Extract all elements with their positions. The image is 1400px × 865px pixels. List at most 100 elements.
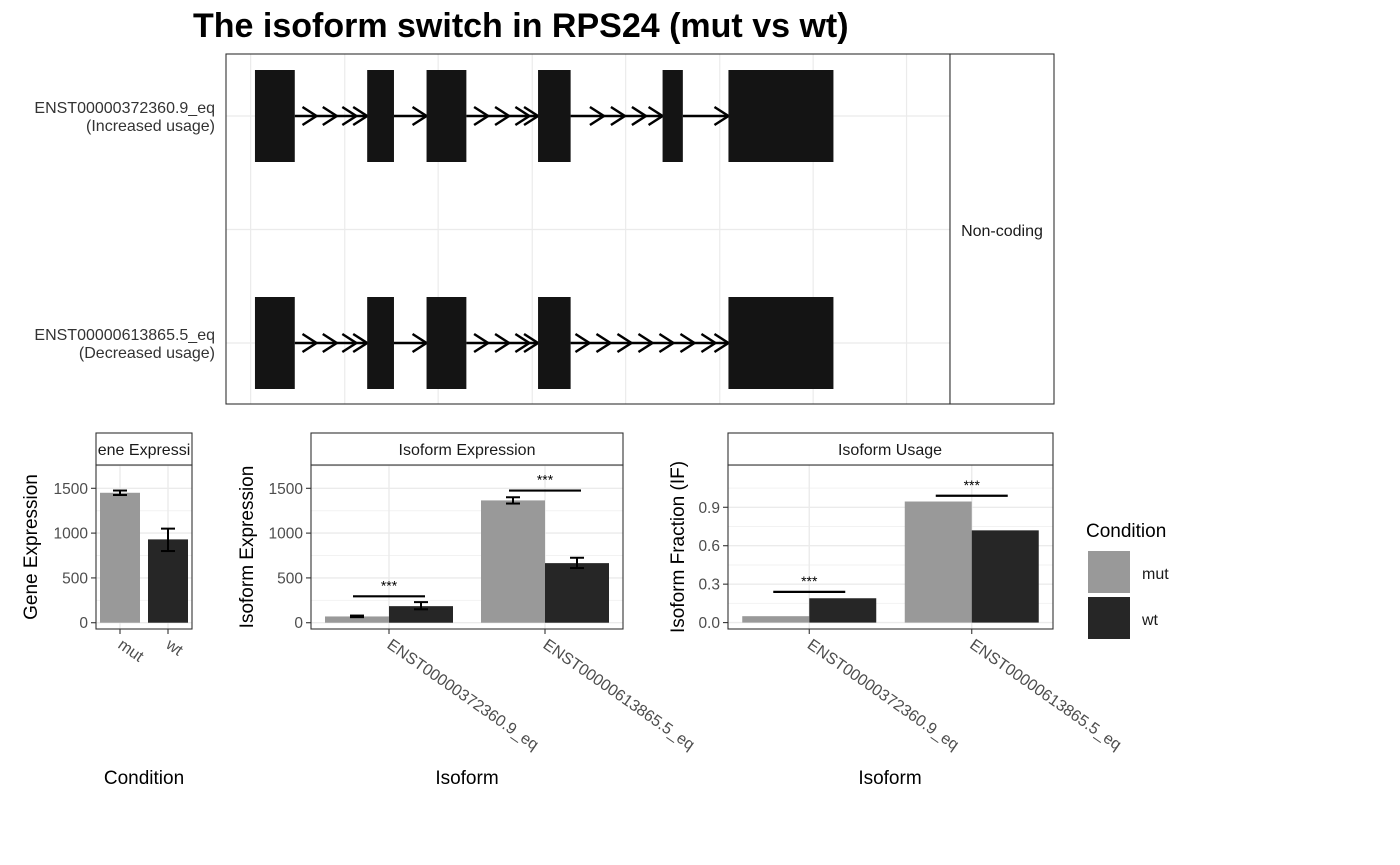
bar-wt-1: [971, 530, 1039, 623]
strand-arrow: [494, 332, 512, 354]
gene-expression-y-axis-title: Gene Expression: [21, 474, 42, 620]
y-tick-label: 1000: [269, 526, 304, 543]
exon-block: [367, 297, 394, 389]
y-tick-label: 1500: [54, 481, 89, 498]
strand-arrow: [301, 105, 319, 127]
strand-arrow: [514, 105, 532, 127]
y-tick-label: 1000: [54, 526, 89, 543]
isoform-1-name: ENST00000372360.9_eq: [34, 100, 215, 117]
isoform-2-name: ENST00000613865.5_eq: [34, 327, 215, 344]
significance-label: ***: [537, 472, 554, 488]
bar-wt-1: [545, 563, 609, 623]
bar-mut-1: [904, 501, 972, 623]
x-tick-label: wt: [162, 636, 186, 660]
strand-arrow: [341, 105, 359, 127]
strand-arrow: [514, 332, 532, 354]
gene-structure-panel: Non-coding ENST00000372360.9_eq (Increas…: [34, 53, 1055, 405]
gene-expression-x-axis-title: Condition: [104, 768, 184, 789]
isoform-expression-plot: 0 500 1000 1500 *** *** ENST00000372360.9_eqEN…: [269, 464, 698, 754]
exon-block: [538, 70, 571, 162]
legend-key-mut: [1088, 551, 1130, 593]
x-tick-label: ENST00000372360.9_eq: [384, 636, 542, 754]
strand-arrow: [700, 332, 718, 354]
strand-arrow: [473, 332, 491, 354]
bar-mut-0: [100, 492, 140, 623]
strand-arrow: [631, 105, 649, 127]
legend-label-wt: wt: [1141, 612, 1159, 629]
legend-title: Condition: [1086, 521, 1166, 542]
strand-arrow: [322, 105, 340, 127]
strand-arrow: [616, 332, 634, 354]
y-tick-label: 0: [294, 615, 303, 632]
exon-block: [254, 297, 295, 389]
figure-title: The isoform switch in RPS24 (mut vs wt): [193, 7, 849, 45]
exon-block: [728, 297, 834, 389]
bar-mut-1: [481, 500, 545, 623]
isoform-expression-y-axis-title: Isoform Expression: [237, 466, 258, 629]
gene-expression-panel: 0 500 1000 1500 mut wt ene Expressi Gene Expr…: [21, 432, 193, 789]
y-tick-label: 0: [79, 615, 88, 632]
gene-expression-plot: 0 500 1000 1500 mut wt: [54, 464, 193, 666]
isoform-label-1: ENST00000372360.9_eq (Increased usage): [34, 100, 215, 135]
isoform-usage-strip-box: [727, 432, 1054, 466]
strand-arrow: [322, 332, 340, 354]
exon-block: [662, 70, 683, 162]
bar-mut-0: [742, 616, 810, 623]
significance-label: ***: [801, 573, 818, 589]
isoform-usage-strip-label: Isoform Usage: [838, 442, 942, 459]
gene-expression-strip-box: [95, 432, 193, 466]
non-coding-strip-label: Non-coding: [961, 223, 1043, 240]
isoform-track-2: [254, 297, 834, 389]
strand-arrow: [595, 332, 613, 354]
isoform-usage-panel: 0.0 0.3 0.6 0.9 *** *** ENST00000372360.9_eq EN…: [668, 432, 1124, 789]
x-tick-label: ENST00000613865.5_eq: [966, 636, 1124, 754]
strand-arrow: [341, 332, 359, 354]
legend-label-mut: mut: [1142, 566, 1169, 583]
isoform-expression-strip-label: Isoform Expression: [399, 442, 536, 459]
x-tick-label: ENST00000613865.5_eq: [540, 636, 698, 754]
strand-arrow: [494, 105, 512, 127]
significance-label: ***: [964, 477, 981, 493]
exon-block: [538, 297, 571, 389]
bar-wt-1: [148, 539, 188, 623]
x-tick-label: ENST00000372360.9_eq: [804, 636, 962, 754]
strand-arrow: [301, 332, 319, 354]
bar-wt-0: [389, 606, 453, 623]
gene-expression-strip: ene Expressi: [95, 432, 193, 466]
strand-arrow: [610, 105, 628, 127]
y-tick-label: 0.3: [698, 577, 720, 594]
legend-key-wt: [1088, 597, 1130, 639]
y-tick-label: 500: [277, 570, 303, 587]
isoform-expression-panel: 0 500 1000 1500 *** *** ENST00000372360.9_eqEN…: [237, 432, 698, 789]
isoform-usage-y-axis-title: Isoform Fraction (IF): [668, 461, 689, 633]
isoform-1-note: (Increased usage): [86, 118, 215, 135]
y-tick-label: 0.9: [698, 500, 720, 517]
gene-structure-tracks: [254, 70, 834, 389]
strand-arrow: [679, 332, 697, 354]
isoform-expression-x-axis-title: Isoform: [435, 768, 498, 789]
isoform-2-note: (Decreased usage): [79, 345, 215, 362]
y-tick-label: 0.6: [698, 538, 720, 555]
isoform-usage-x-axis-title: Isoform: [858, 768, 921, 789]
gene-structure-grid: [226, 54, 950, 404]
y-tick-label: 1500: [269, 481, 304, 498]
isoform-expression-strip-box: [310, 432, 624, 466]
strand-arrow: [658, 332, 676, 354]
y-tick-label: 500: [62, 570, 88, 587]
strand-arrow: [589, 105, 607, 127]
isoform-label-2: ENST00000613865.5_eq (Decreased usage): [34, 327, 215, 362]
significance-label: ***: [381, 577, 398, 593]
x-tick-label: mut: [115, 636, 147, 666]
bar-mut-0: [325, 616, 389, 623]
non-coding-strip: [949, 53, 1055, 405]
bar-wt-0: [809, 598, 877, 623]
exon-block: [426, 70, 467, 162]
strand-arrow: [637, 332, 655, 354]
strand-arrow: [473, 105, 491, 127]
y-tick-label: 0.0: [698, 615, 720, 632]
strand-arrow: [574, 332, 592, 354]
exon-block: [728, 70, 834, 162]
isoform-usage-plot: 0.0 0.3 0.6 0.9 *** *** ENST00000372360.9_eq EN…: [698, 464, 1124, 754]
exon-block: [426, 297, 467, 389]
